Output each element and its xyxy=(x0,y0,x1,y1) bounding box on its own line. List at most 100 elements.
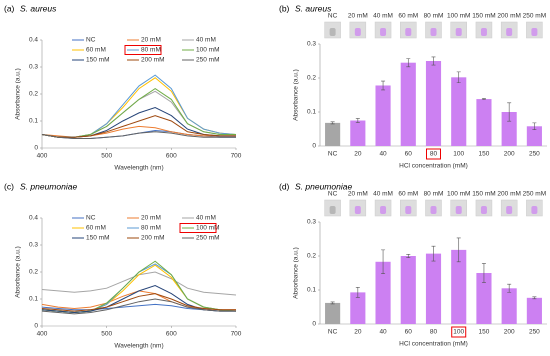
y-tick-label: 0.2 xyxy=(307,75,316,82)
bar xyxy=(375,85,391,146)
y-axis-label: Absorbance (a.u.) xyxy=(15,246,22,298)
x-tick-label: 150 xyxy=(479,329,490,336)
bar xyxy=(451,249,467,324)
organism: S. aureus xyxy=(20,3,57,13)
bar xyxy=(476,99,492,146)
y-tick-label: 0.1 xyxy=(307,109,316,116)
y-tick-label: 0.3 xyxy=(29,64,38,71)
bar xyxy=(501,288,517,324)
legend-label: 60 mM xyxy=(86,47,106,54)
series-line xyxy=(41,77,237,138)
tube-content xyxy=(506,28,513,36)
legend-label: 150 mM xyxy=(86,235,109,242)
panel-label: (a) xyxy=(4,3,15,13)
x-tick-label: 500 xyxy=(101,153,112,160)
x-tick-label: 200 xyxy=(504,329,515,336)
x-tick-label: 80 xyxy=(430,329,438,336)
highlight-box xyxy=(179,223,217,233)
x-tick-label: 200 xyxy=(504,151,515,158)
bar xyxy=(325,302,341,324)
image-label: NC xyxy=(328,191,338,198)
y-tick-label: 0.1 xyxy=(307,287,316,294)
tube-content xyxy=(430,206,437,214)
x-tick-label: 600 xyxy=(166,153,177,160)
error-bar xyxy=(381,249,386,274)
y-tick-label: 0.3 xyxy=(307,41,316,48)
image-label: 80 mM xyxy=(424,13,444,20)
x-tick-label: NC xyxy=(328,151,338,158)
y-axis-label: Absorbance (a.u.) xyxy=(15,68,22,120)
organism: S. pneumoniae xyxy=(295,181,352,191)
highlight-box xyxy=(451,326,467,338)
panel-label: (b) xyxy=(279,3,290,13)
error-bar xyxy=(481,98,486,101)
image-label: 40 mM xyxy=(373,191,393,198)
image-label: 60 mM xyxy=(398,13,418,20)
bar xyxy=(400,62,416,147)
y-axis-label: Absorbance (a.u.) xyxy=(293,69,300,121)
image-label: 150 mM xyxy=(472,191,495,198)
error-bar xyxy=(431,56,436,66)
tube-content xyxy=(354,28,361,36)
bar xyxy=(526,126,542,146)
x-tick-label: 700 xyxy=(231,331,242,338)
tube-content xyxy=(430,28,437,36)
image-label: 100 mM xyxy=(447,13,470,20)
legend-label: 150 mM xyxy=(86,57,109,64)
error-bar xyxy=(456,71,461,84)
y-tick-label: 0.3 xyxy=(307,219,316,226)
legend-label: 60 mM xyxy=(86,225,106,232)
tube-content xyxy=(531,28,538,36)
y-tick-label: 0.4 xyxy=(29,215,38,222)
series-line xyxy=(41,290,236,311)
x-tick-label: 40 xyxy=(379,151,387,158)
tube-content xyxy=(405,206,412,214)
y-tick-label: 0.1 xyxy=(29,296,38,303)
y-tick-label: 0.2 xyxy=(29,269,38,276)
legend-label: 40 mM xyxy=(196,215,216,222)
x-tick-label: 40 xyxy=(379,329,387,336)
x-tick-label: 150 xyxy=(479,151,490,158)
series-line xyxy=(41,263,237,314)
x-tick-label: 60 xyxy=(405,329,413,336)
y-tick-label: 0 xyxy=(34,145,38,152)
image-label: 100 mM xyxy=(447,191,470,198)
image-label: 250 mM xyxy=(523,13,546,20)
legend-label: 100 mM xyxy=(196,47,219,54)
image-label: 40 mM xyxy=(373,13,393,20)
y-tick-label: 0.4 xyxy=(29,37,38,44)
series-line xyxy=(41,293,236,312)
tube-content xyxy=(329,28,336,36)
highlight-box xyxy=(124,45,162,55)
error-bar xyxy=(507,102,512,122)
x-tick-label: 20 xyxy=(354,151,362,158)
series-line xyxy=(41,260,237,314)
legend-label: 250 mM xyxy=(196,57,219,64)
legend-label: 200 mM xyxy=(141,57,164,64)
tube-content xyxy=(354,206,361,214)
image-label: 60 mM xyxy=(398,191,418,198)
image-label: 250 mM xyxy=(523,191,546,198)
tube-content xyxy=(480,28,487,36)
series-line xyxy=(41,115,236,138)
x-tick-label: 500 xyxy=(101,331,112,338)
image-label: 150 mM xyxy=(472,13,495,20)
error-bar xyxy=(330,301,335,305)
error-bar xyxy=(481,263,486,283)
error-bar xyxy=(406,58,411,68)
image-label: 20 mM xyxy=(348,13,368,20)
series-line xyxy=(41,298,236,315)
y-tick-label: 0 xyxy=(312,143,316,150)
error-bar xyxy=(355,286,360,298)
x-tick-label: 250 xyxy=(529,329,540,336)
x-axis-label: Wavelength (nm) xyxy=(114,165,163,172)
legend-label: 20 mM xyxy=(141,215,161,222)
legend-label: 40 mM xyxy=(196,37,216,44)
error-bar xyxy=(507,283,512,293)
x-tick-label: 80 xyxy=(430,151,438,158)
tube-content xyxy=(380,28,387,36)
y-axis-label: Absorbance (a.u.) xyxy=(293,247,300,299)
y-tick-label: 0 xyxy=(34,323,38,330)
legend-label: NC xyxy=(86,215,96,222)
legend-label: 200 mM xyxy=(141,235,164,242)
